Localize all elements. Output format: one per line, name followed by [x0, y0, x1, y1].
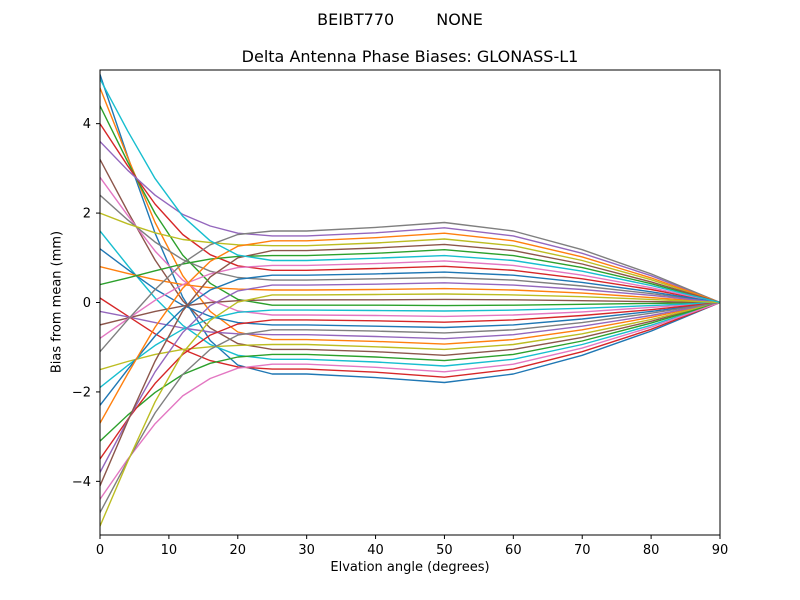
- series-line: [100, 297, 720, 378]
- figure-suptitle: BEIBT770 NONE: [0, 11, 800, 29]
- series-line: [100, 282, 720, 474]
- x-tick-label: 60: [505, 543, 522, 558]
- series-line: [100, 248, 720, 304]
- series-line: [100, 271, 720, 406]
- series-line: [100, 105, 720, 307]
- x-tick-label: 0: [96, 543, 104, 558]
- series-line: [100, 87, 720, 345]
- y-tick-label: 4: [83, 117, 91, 132]
- series-line: [100, 194, 720, 304]
- y-axis-ticks: −4 −2 0 2 4: [72, 117, 100, 490]
- series-line: [100, 176, 720, 318]
- y-tick-label: 0: [83, 296, 91, 311]
- series-line: [100, 298, 720, 326]
- suptitle-station: BEIBT770: [317, 10, 395, 29]
- series-line: [100, 266, 720, 304]
- chart-title: Delta Antenna Phase Biases: GLONASS-L1: [241, 47, 579, 66]
- series-line: [100, 78, 720, 304]
- series-line: [100, 243, 720, 487]
- series-line: [100, 293, 720, 527]
- x-tick-label: 40: [367, 543, 384, 558]
- plot-lines-group: [100, 73, 720, 527]
- series-line: [100, 301, 720, 514]
- x-tick-label: 30: [298, 543, 315, 558]
- suptitle-antenna-radome: NONE: [436, 10, 483, 29]
- series-line: [100, 260, 720, 339]
- y-tick-label: −4: [72, 475, 91, 490]
- series-line: [100, 301, 720, 340]
- y-axis-label: Bias from mean (mm): [49, 230, 65, 374]
- series-line: [100, 221, 720, 353]
- x-tick-label: 20: [230, 543, 247, 558]
- x-tick-label: 10: [161, 543, 178, 558]
- series-line: [100, 212, 720, 304]
- series-line: [100, 248, 720, 329]
- series-line: [100, 232, 720, 424]
- x-tick-label: 90: [712, 543, 729, 558]
- y-tick-label: 2: [83, 207, 91, 222]
- series-line: [100, 73, 720, 384]
- series-line: [100, 158, 720, 356]
- x-tick-label: 80: [643, 543, 660, 558]
- series-line: [100, 301, 720, 389]
- series-line: [100, 301, 720, 442]
- series-line: [100, 230, 720, 367]
- x-tick-label: 50: [436, 543, 453, 558]
- x-axis-label: Elvation angle (degrees): [330, 560, 490, 575]
- series-line: [100, 301, 720, 460]
- y-tick-label: −2: [72, 385, 91, 400]
- series-line: [100, 301, 720, 500]
- x-axis-ticks: 0 10 20 30 40 50 60 70 80 90: [96, 535, 728, 558]
- series-line: [100, 140, 720, 304]
- x-tick-label: 70: [574, 543, 591, 558]
- series-line: [100, 122, 720, 304]
